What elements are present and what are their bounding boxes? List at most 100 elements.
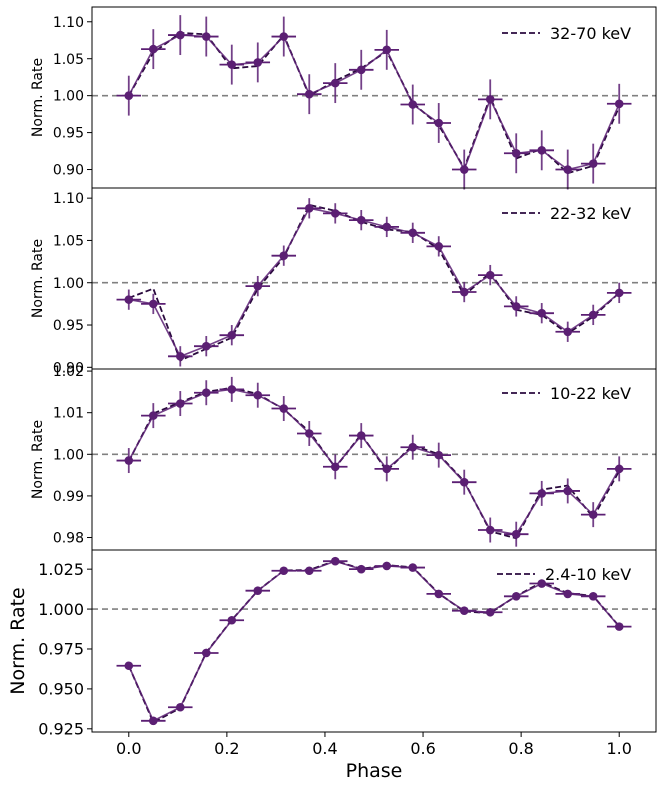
panel-3-data-point [201, 388, 211, 398]
panel-3-ylabel: Norm. Rate [30, 420, 46, 499]
panel-1-data-point [459, 165, 469, 174]
panel-4-data-line [128, 560, 620, 722]
panel-3-data-point [382, 464, 392, 474]
panel-2-data-line [128, 207, 620, 358]
panel-1-data-point [434, 118, 444, 128]
panel-3-data-point [408, 442, 418, 452]
panel-2-data-point [382, 222, 392, 232]
panel-1-data-point [175, 30, 185, 40]
panel-3-data-point [253, 390, 263, 400]
panel-2-ytick-label: 1.10 [53, 191, 84, 207]
panel-3-model-line [127, 386, 621, 540]
panel-2-data-point [434, 242, 444, 251]
panel-1-data-point [253, 58, 263, 67]
xtick-label: 0.0 [116, 739, 141, 758]
panel-1-data-point [227, 60, 237, 69]
panel-3-data-point [511, 529, 521, 539]
panel-2-data-point [304, 203, 314, 213]
panel-2-data-point [588, 310, 598, 320]
xtick-label: 0.6 [410, 739, 435, 758]
panel-2-data-point [279, 251, 289, 260]
panel-2-ytick-label: 1.05 [53, 233, 84, 249]
panel-2-data-point [511, 302, 521, 311]
panel-3-data-line [128, 388, 620, 536]
panel-1-data-point [408, 100, 418, 109]
panel-3-ytick-label: 1.01 [53, 406, 84, 422]
panel-2-data-point [253, 281, 263, 291]
panel-4-data-point [253, 586, 263, 596]
panel-4-data-point [124, 661, 134, 671]
panel-4-data-point [356, 564, 366, 574]
panel-3-data-point [227, 385, 237, 394]
panel-1-ytick-label: 0.95 [53, 126, 84, 142]
panel-2-data-point [227, 330, 237, 340]
panel-3-data-point [563, 486, 573, 496]
panel-3-data-point [279, 404, 289, 413]
panel-1-ytick-label: 1.05 [53, 52, 84, 68]
panel-4-data-point [459, 606, 469, 615]
panel-3-data-point [459, 477, 469, 487]
panel-2-data-point [459, 287, 469, 297]
panel-1-ylabel: Norm. Rate [30, 58, 46, 137]
panel-4-ytick-label: 0.950 [38, 680, 84, 699]
panel-3-data-point [588, 510, 598, 519]
panel-1-data-point [356, 65, 366, 75]
panel-4-data-point [408, 563, 418, 572]
panel-4-data-point [330, 556, 340, 566]
panel-1-data-point [537, 146, 547, 155]
panel-3-legend-label: 10-22 keV [550, 384, 631, 403]
panel-3-data-point [330, 462, 340, 472]
xtick-label: 0.8 [508, 739, 533, 758]
panel-3-data-point [537, 489, 547, 498]
panel-1-data-point [382, 45, 392, 55]
panel-3-data-point [485, 525, 495, 535]
panel-3-data-point [149, 411, 158, 420]
panel-4-data-point [304, 566, 314, 576]
panel-2-data-point [614, 288, 624, 298]
panel-1-data-point [511, 148, 521, 158]
panel-2-data-point [356, 215, 366, 225]
panel-4-data-point [537, 579, 547, 588]
panel-1-data-point [563, 165, 573, 174]
panel-4-data-point [201, 648, 211, 658]
panel-2-data-point [149, 299, 158, 309]
panel-3-data-point [356, 431, 366, 440]
panel-1-ytick-label: 1.10 [53, 15, 84, 31]
panel-2-data-point [563, 327, 573, 337]
panel-2-ylabel: Norm. Rate [30, 239, 46, 318]
panel-4-data-point [434, 589, 444, 599]
panel-1-data-point [124, 91, 134, 100]
panel-1-data-point [304, 89, 314, 99]
panel-4-ytick-label: 0.975 [38, 640, 84, 659]
panel-2-data-point [485, 270, 495, 280]
panel-2-ytick-label: 1.00 [53, 276, 84, 292]
xtick-label: 0.4 [312, 739, 337, 758]
panel-2-data-point [537, 308, 547, 318]
panel-3-ytick-label: 0.98 [53, 531, 84, 547]
panel-2-data-point [330, 209, 340, 218]
panel-3-data-point [124, 456, 134, 465]
panel-4-ytick-label: 0.925 [38, 720, 84, 739]
panel-1-data-point [149, 44, 158, 54]
panel-1-model-line [127, 31, 621, 175]
panel-1-data-point [201, 32, 211, 41]
panel-1-ytick-label: 1.00 [53, 89, 84, 105]
panel-4-data-point [227, 615, 237, 625]
xtick-label: 0.2 [214, 739, 239, 758]
panel-4-data-point [563, 589, 573, 599]
panel-4-data-point [149, 716, 158, 726]
panel-4-legend-label: 2.4-10 keV [545, 565, 631, 584]
panel-3-data-point [175, 399, 185, 408]
panel-2-data-point [201, 341, 211, 351]
panel-4-data-point [485, 607, 495, 617]
panel-1-data-point [588, 159, 598, 168]
panel-4-data-point [382, 561, 392, 571]
panel-4-ytick-label: 1.000 [38, 600, 84, 619]
panel-4-data-point [175, 702, 185, 712]
panel-2-ytick-label: 0.90 [53, 360, 84, 376]
panel-2-legend-label: 22-32 keV [550, 204, 631, 223]
panel-1-data-point [485, 95, 495, 104]
panel-2-data-point [175, 352, 185, 361]
panel-2-ytick-label: 0.95 [53, 318, 84, 334]
panel-2-data-point [408, 228, 418, 238]
